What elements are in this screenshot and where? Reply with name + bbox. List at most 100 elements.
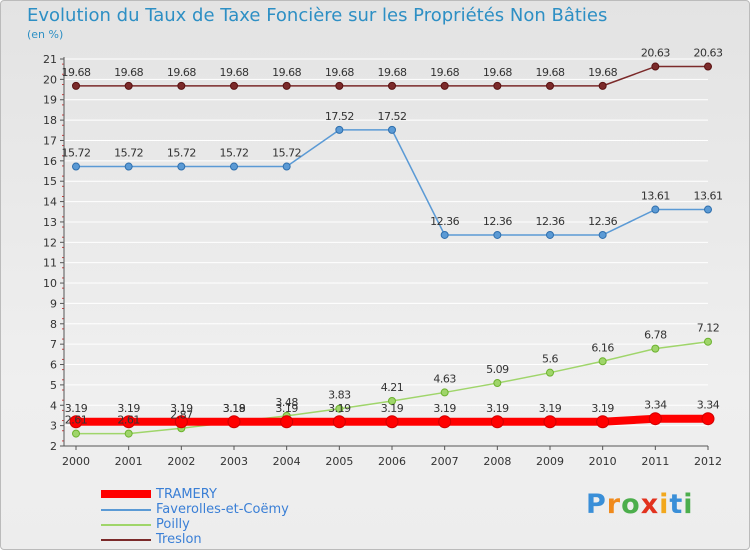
data-point [704, 337, 712, 346]
data-point [69, 415, 83, 429]
data-label: 4.63 [433, 372, 456, 385]
y-tick-label: 12 [43, 236, 57, 249]
legend-swatch [101, 539, 151, 541]
logo-letter: P [586, 489, 607, 520]
data-label: 19.68 [588, 66, 617, 79]
data-point [598, 357, 607, 366]
data-point [493, 230, 502, 239]
data-label: 13.61 [694, 190, 723, 203]
data-label: 3.34 [697, 399, 720, 412]
data-label: 17.52 [325, 110, 354, 123]
legend-item-treslon[interactable]: Treslon [101, 532, 341, 547]
x-tick-label: 2009 [536, 455, 564, 468]
data-label: 3.34 [644, 399, 667, 412]
data-point [280, 415, 294, 429]
y-tick-label: 20 [43, 73, 57, 86]
data-label: 3.19 [486, 402, 509, 415]
data-label: 19.68 [430, 66, 459, 79]
data-point [596, 415, 610, 429]
x-tick-label: 2005 [325, 455, 353, 468]
data-point [230, 81, 238, 90]
y-tick-label: 13 [43, 216, 57, 229]
data-point [701, 412, 715, 426]
data-label: 19.68 [114, 66, 143, 79]
x-tick-label: 2002 [167, 455, 195, 468]
data-point [124, 429, 133, 438]
y-tick-label: 9 [50, 297, 57, 310]
data-point [72, 81, 80, 90]
legend-swatch [101, 490, 151, 498]
data-label: 15.72 [114, 147, 143, 160]
logo-letter: x [640, 489, 660, 520]
x-tick-label: 2000 [62, 455, 90, 468]
data-point [282, 81, 291, 90]
legend-item-tramery[interactable]: TRAMERY [101, 487, 341, 502]
x-tick-label: 2011 [641, 455, 669, 468]
data-label: 12.36 [483, 215, 512, 228]
data-point [122, 415, 136, 429]
data-label: 5.09 [486, 363, 509, 376]
chart-title: Evolution du Taux de Taxe Foncière sur l… [27, 5, 608, 26]
data-point [385, 415, 399, 429]
data-point [230, 162, 238, 171]
data-point [177, 162, 186, 171]
logo-letter: r [606, 489, 622, 520]
x-tick-label: 2008 [483, 455, 511, 468]
legend: TRAMERY Faverolles-et-Coëmy Poilly Tresl… [101, 487, 341, 547]
data-point [546, 230, 554, 239]
legend-swatch [101, 524, 151, 526]
legend-swatch [101, 509, 151, 511]
data-point [440, 81, 449, 90]
data-point [438, 415, 452, 429]
data-label: 15.72 [272, 147, 301, 160]
data-point [546, 368, 554, 377]
y-tick-label: 10 [43, 277, 57, 290]
data-point [543, 415, 557, 429]
data-label: 19.68 [536, 66, 565, 79]
legend-item-poilly[interactable]: Poilly [101, 517, 341, 532]
x-tick-label: 2001 [115, 455, 143, 468]
data-point [335, 404, 344, 413]
y-tick-label: 2 [50, 440, 57, 453]
data-label: 12.36 [430, 215, 459, 228]
y-tick-label: 6 [50, 359, 57, 372]
data-point [174, 415, 188, 429]
data-point [332, 415, 346, 429]
data-label: 3.18 [223, 402, 246, 415]
y-tick-label: 15 [43, 175, 57, 188]
legend-item-faverolles[interactable]: Faverolles-et-Coëmy [101, 502, 341, 517]
data-point [440, 230, 449, 239]
y-tick-label: 4 [50, 399, 57, 412]
data-label: 19.68 [220, 66, 249, 79]
data-label: 20.63 [694, 47, 723, 60]
axes: 2 3 4 5 6 7 8 9 10 11 12 13 14 15 16 17 18 19 20 21 2000 2001… [43, 53, 722, 468]
data-point [490, 415, 504, 429]
data-label: 3.19 [170, 402, 193, 415]
data-point [388, 396, 396, 405]
data-label: 3.19 [433, 402, 456, 415]
legend-label: Treslon [156, 532, 202, 547]
y-tick-label: 16 [43, 155, 57, 168]
data-label: 3.48 [275, 396, 298, 409]
data-point [440, 388, 449, 397]
data-point [124, 81, 133, 90]
x-tick-label: 2010 [589, 455, 617, 468]
data-label: 13.61 [641, 190, 670, 203]
data-label: 3.19 [65, 402, 88, 415]
data-point [598, 230, 607, 239]
data-point [704, 62, 712, 71]
data-label: 7.12 [697, 322, 720, 335]
data-point [651, 205, 660, 214]
legend-label: TRAMERY [156, 487, 217, 502]
y-tick-label: 18 [43, 114, 57, 127]
data-point [493, 379, 502, 388]
data-point [72, 429, 80, 438]
x-tick-label: 2003 [220, 455, 248, 468]
data-label: 3.19 [275, 402, 298, 415]
data-label: 17.52 [378, 110, 407, 123]
series-points [69, 62, 715, 438]
data-label: 2.61 [65, 414, 88, 427]
data-label: 19.68 [378, 66, 407, 79]
